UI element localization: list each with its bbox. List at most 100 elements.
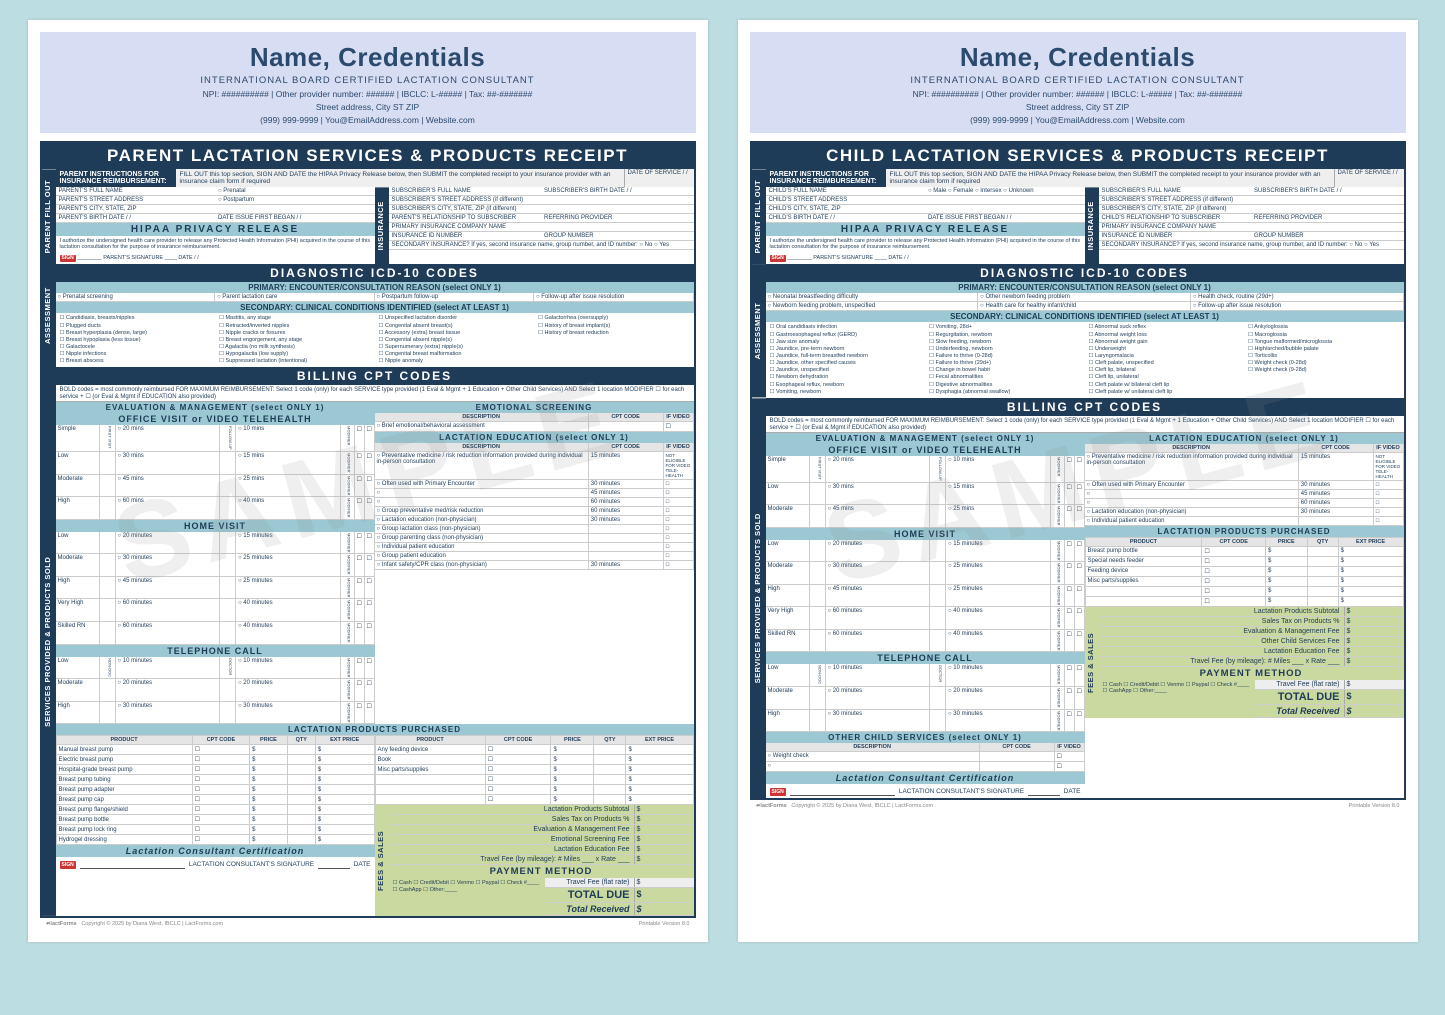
product-row[interactable]: Book☐$$ [375, 755, 693, 765]
eval-row[interactable]: High60 mins40 minsMODIFIER☐☐ [56, 497, 375, 520]
condition-checkbox[interactable]: Failure to thrive (0-28d) [929, 353, 1081, 360]
condition-checkbox[interactable]: Cleft palate w/ bilateral cleft lip [1089, 382, 1241, 389]
product-row[interactable]: Breast pump flange/shield☐$$ [56, 805, 374, 815]
payment-checkbox[interactable]: CashApp [393, 887, 424, 893]
lacted-row[interactable]: Group lactation class (non-physician)☐ [375, 525, 694, 534]
condition-checkbox[interactable]: Breast hypoplasia (less tissue) [60, 337, 212, 344]
lacted-row[interactable]: Group patient education☐ [375, 552, 694, 561]
payment-checkbox[interactable]: Paypal [476, 880, 501, 886]
product-row[interactable]: Breast pump bottle☐$$ [1085, 546, 1403, 556]
primary-opt[interactable]: Parent lactation care [215, 293, 375, 301]
condition-checkbox[interactable]: Abnormal suck reflex [1089, 324, 1241, 331]
field[interactable]: REFERRING PROVIDER [1251, 214, 1404, 222]
payment-checkbox[interactable]: Venmo [1160, 682, 1185, 688]
condition-checkbox[interactable]: Jaw size anomaly [770, 339, 922, 346]
condition-checkbox[interactable]: Cleft lip, unilateral [1089, 374, 1241, 381]
product-row[interactable]: Any feeding device☐$$ [375, 745, 693, 755]
field[interactable]: DATE ISSUE FIRST BEGAN / / [925, 214, 1085, 222]
eval-row[interactable]: Low20 minutes15 minutesMODIFIER☐☐ [56, 532, 375, 555]
payment-checkbox[interactable]: Paypal [1186, 682, 1211, 688]
field[interactable]: SUBSCRIBER'S BIRTH DATE / / [1251, 187, 1404, 195]
field[interactable]: INSURANCE ID NUMBER [1099, 232, 1252, 240]
field[interactable]: GROUP NUMBER [1251, 232, 1404, 240]
field[interactable]: SUBSCRIBER'S STREET ADDRESS (if differen… [389, 196, 694, 204]
condition-checkbox[interactable]: History of breast implant(s) [538, 323, 690, 330]
field[interactable]: PRIMARY INSURANCE COMPANY NAME [1099, 223, 1404, 231]
hipaa-date[interactable]: DATE / / [888, 255, 908, 261]
field[interactable]: SUBSCRIBER'S CITY, STATE, ZIP (if differ… [1099, 205, 1404, 213]
eval-row[interactable]: Skilled RN60 minutes40 minutesMODIFIER☐☐ [766, 630, 1085, 653]
condition-checkbox[interactable]: Nipple cracks or fissures [219, 330, 371, 337]
condition-checkbox[interactable]: Digestive abnormalities [929, 382, 1081, 389]
condition-checkbox[interactable]: Retracted/inverted nipples [219, 323, 371, 330]
lacted-row[interactable]: Lactation education (non-physician)30 mi… [375, 516, 694, 525]
lacted-row[interactable]: Often used with Primary Encounter30 minu… [375, 480, 694, 489]
product-row[interactable]: Breast pump adapter☐$$ [56, 785, 374, 795]
condition-checkbox[interactable]: Tongue malformed/microglossia [1248, 339, 1400, 346]
eval-row[interactable]: Low30 mins15 minsMODIFIER☐☐ [766, 483, 1085, 506]
product-row[interactable]: Breast pump tubing☐$$ [56, 775, 374, 785]
condition-checkbox[interactable]: Suppressed lactation (intentional) [219, 358, 371, 365]
lacted-row[interactable]: 60 minutes☐ [375, 498, 694, 507]
eval-row[interactable]: High30 minutes30 minutesMODIFIER☐☐ [56, 702, 375, 725]
lacted-row[interactable]: Group preventative med/risk reduction60 … [375, 507, 694, 516]
condition-checkbox[interactable]: Slow feeding, newborn [929, 339, 1081, 346]
eval-row[interactable]: Moderate45 mins25 minsMODIFIER☐☐ [56, 475, 375, 498]
eval-row[interactable]: Skilled RN60 minutes40 minutesMODIFIER☐☐ [56, 622, 375, 645]
primary-opt[interactable]: Prenatal screening [56, 293, 216, 301]
payment-checkbox[interactable]: Credit/Debit [1123, 682, 1160, 688]
payment-checkbox[interactable]: Other:____ [423, 887, 457, 893]
eval-row[interactable]: LowNON-DOC10 minutesDOCTOR10 minutesMODI… [56, 657, 375, 680]
payment-checkbox[interactable]: Check #____ [500, 880, 539, 886]
field[interactable]: PRIMARY INSURANCE COMPANY NAME [389, 223, 694, 231]
condition-checkbox[interactable]: Regurgitation, newborn [929, 332, 1081, 339]
condition-checkbox[interactable]: Esophageal reflux, newborn [770, 382, 922, 389]
condition-checkbox[interactable]: Oral candidiasis infection [770, 324, 922, 331]
condition-checkbox[interactable]: Breast hyperplasia (dense, large) [60, 330, 212, 337]
eval-row[interactable]: Moderate30 minutes25 minutesMODIFIER☐☐ [766, 562, 1085, 585]
field[interactable]: CHILD'S STREET ADDRESS [766, 196, 1085, 204]
condition-checkbox[interactable]: Laryngomalacia [1089, 353, 1241, 360]
condition-checkbox[interactable]: Congenital absent nipple(s) [379, 337, 531, 344]
field[interactable]: SUBSCRIBER'S FULL NAME [389, 187, 542, 195]
condition-checkbox[interactable]: Underweight [1089, 346, 1241, 353]
primary-opt[interactable]: Postpartum follow-up [375, 293, 535, 301]
field[interactable]: CHILD'S BIRTH DATE / / [766, 214, 926, 222]
field[interactable]: INSURANCE ID NUMBER [389, 232, 542, 240]
condition-checkbox[interactable]: Galactocele [60, 344, 212, 351]
primary-opt[interactable]: Newborn feeding problem, unspecified [766, 302, 979, 310]
condition-checkbox[interactable]: Unspecified lactation disorder [379, 315, 531, 322]
lacted-row[interactable]: 60 minutes☐ [1085, 499, 1404, 508]
field[interactable]: SUBSCRIBER'S BIRTH DATE / / [541, 187, 694, 195]
eval-row[interactable]: Moderate20 minutes20 minutesMODIFIER☐☐ [766, 687, 1085, 710]
condition-checkbox[interactable]: Cleft palate w/ unilateral cleft lip [1089, 389, 1241, 396]
primary-opt[interactable]: Health care for healthy infant/child [978, 302, 1191, 310]
product-row[interactable]: Breast pump cap☐$$ [56, 795, 374, 805]
eval-row[interactable]: SimpleFIRST VISIT20 minsFOLLOW-UP10 mins… [766, 456, 1085, 483]
hipaa-date[interactable]: DATE / / [178, 255, 198, 261]
field[interactable]: DATE ISSUE FIRST BEGAN / / [215, 214, 375, 222]
eval-row[interactable]: Low20 minutes15 minutesMODIFIER☐☐ [766, 540, 1085, 563]
condition-checkbox[interactable]: Breast engorgement, any stage [219, 337, 371, 344]
date-of-service[interactable]: DATE OF SERVICE / / [624, 169, 694, 187]
condition-checkbox[interactable]: Galactorrhea (oversupply) [538, 315, 690, 322]
condition-checkbox[interactable]: Vomiting, 28d+ [929, 324, 1081, 331]
condition-checkbox[interactable]: Torticollis [1248, 353, 1400, 360]
condition-checkbox[interactable]: Agalactia (no milk synthesis) [219, 344, 371, 351]
product-row[interactable]: Special needs feeder☐$$ [1085, 556, 1403, 566]
field[interactable]: PARENT'S RELATIONSHIP TO SUBSCRIBER [389, 214, 542, 222]
condition-checkbox[interactable]: Abnormal weight loss [1089, 332, 1241, 339]
secondary-ins[interactable]: SECONDARY INSURANCE? If yes, second insu… [389, 241, 694, 249]
condition-checkbox[interactable]: Breast abscess [60, 358, 212, 365]
product-row[interactable]: Hydrogel dressing☐$$ [56, 835, 374, 845]
condition-checkbox[interactable]: Jaundice, full-term breastfed newborn [770, 353, 922, 360]
condition-checkbox[interactable]: Abnormal weight gain [1089, 339, 1241, 346]
condition-checkbox[interactable]: Vomiting, newborn [770, 389, 922, 396]
field[interactable]: SUBSCRIBER'S FULL NAME [1099, 187, 1252, 195]
eval-row[interactable]: High45 minutes25 minutesMODIFIER☐☐ [56, 577, 375, 600]
othchild-item[interactable]: Weight check [766, 752, 980, 761]
lacted-row[interactable]: Often used with Primary Encounter30 minu… [1085, 481, 1404, 490]
postpartum-radio[interactable]: Postpartum [215, 196, 375, 204]
eval-row[interactable]: Moderate45 mins25 minsMODIFIER☐☐ [766, 505, 1085, 528]
field[interactable]: CHILD'S CITY, STATE, ZIP [766, 205, 1085, 213]
